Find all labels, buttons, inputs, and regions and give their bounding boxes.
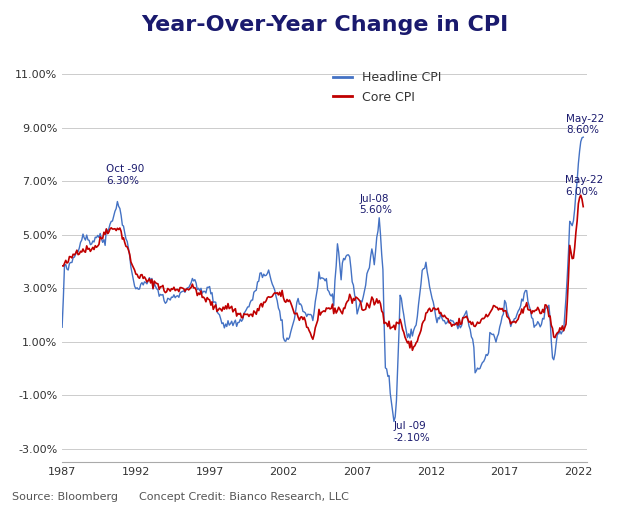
Title: Year-Over-Year Change in CPI: Year-Over-Year Change in CPI [141,15,508,35]
Text: Jul-08
5.60%: Jul-08 5.60% [360,194,392,215]
Text: Source: Bloomberg      Concept Credit: Bianco Research, LLC: Source: Bloomberg Concept Credit: Bianco… [12,492,349,502]
Text: Oct -90
6.30%: Oct -90 6.30% [106,164,145,186]
Text: May-22
6.00%: May-22 6.00% [565,175,603,197]
Text: Jul -09
-2.10%: Jul -09 -2.10% [394,421,431,443]
Legend: Headline CPI, Core CPI: Headline CPI, Core CPI [329,66,446,108]
Text: May-22
8.60%: May-22 8.60% [566,114,604,135]
